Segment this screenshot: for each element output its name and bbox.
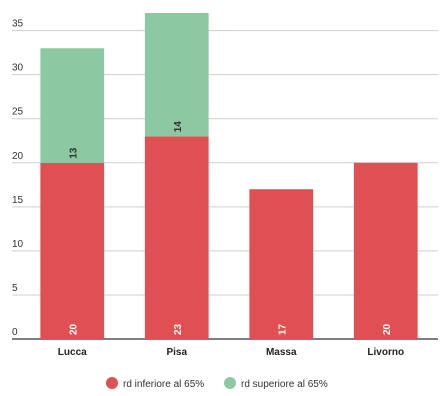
y-tick-label: 10 [12,239,24,250]
y-tick-label: 35 [12,19,24,30]
legend-label-series-1: rd superiore al 65% [241,379,328,390]
y-tick-label: 5 [12,283,18,294]
legend-swatch-series-0 [106,377,118,389]
bar-massa-series-0 [249,189,314,339]
x-tick-label-livorno: Livorno [367,347,404,358]
x-axis: Lucca Pisa Massa Livorno [58,347,404,358]
bar-lucca-series-0 [40,162,105,339]
y-tick-label: 0 [12,327,18,338]
data-label-pisa-series-0: 23 [173,323,184,335]
legend-swatch-series-1 [224,377,236,389]
data-labels: 20 13 23 14 17 20 [68,121,393,335]
bar-pisa-series-1 [144,13,209,137]
bar-lucca-series-1 [40,48,105,163]
bar-livorno-series-0 [353,162,418,339]
data-label-pisa-series-1: 14 [173,121,184,133]
legend: rd inferiore al 65% rd superiore al 65% [106,377,328,390]
x-tick-label-pisa: Pisa [166,347,187,358]
data-label-lucca-series-0: 20 [68,323,79,335]
bar-pisa-series-0 [144,136,209,339]
y-tick-label: 15 [12,195,24,206]
data-label-massa-series-0: 17 [277,323,288,335]
data-label-lucca-series-1: 13 [68,147,79,159]
x-tick-label-lucca: Lucca [58,347,87,358]
legend-label-series-0: rd inferiore al 65% [123,379,204,390]
bars [40,13,418,339]
y-tick-label: 20 [12,151,24,162]
x-tick-label-massa: Massa [266,347,297,358]
data-label-livorno-series-0: 20 [382,323,393,335]
y-tick-label: 25 [12,107,24,118]
y-tick-label: 30 [12,63,24,74]
